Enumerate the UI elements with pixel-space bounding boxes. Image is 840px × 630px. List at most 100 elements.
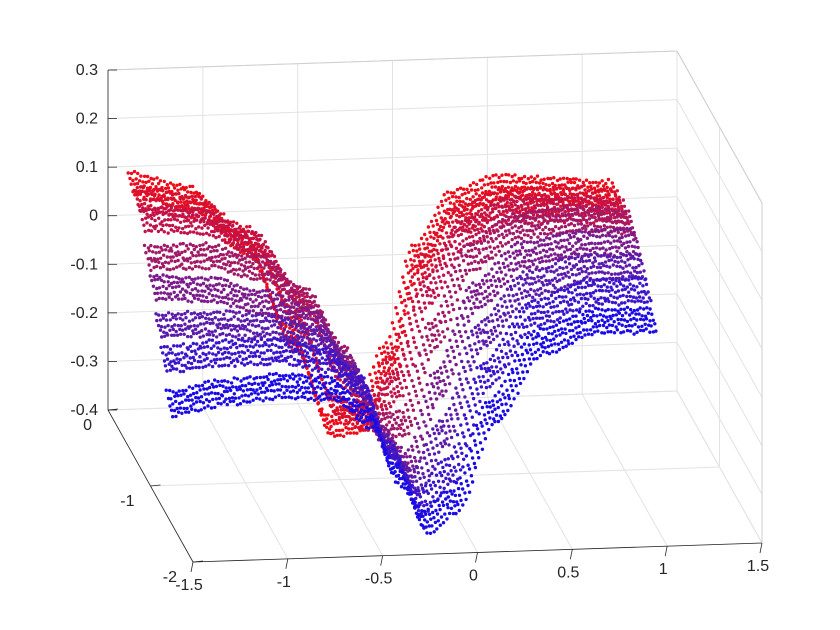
data-point bbox=[360, 427, 364, 431]
data-point bbox=[567, 275, 571, 279]
data-point bbox=[404, 473, 408, 477]
data-point bbox=[501, 324, 505, 328]
data-point bbox=[326, 413, 330, 417]
data-point bbox=[155, 176, 159, 180]
data-point bbox=[557, 233, 562, 237]
data-point bbox=[463, 369, 467, 374]
data-point bbox=[161, 264, 166, 269]
data-point bbox=[520, 245, 525, 250]
data-point bbox=[157, 187, 162, 191]
data-point bbox=[525, 253, 529, 257]
data-point bbox=[275, 350, 279, 354]
data-point bbox=[300, 288, 305, 292]
data-point bbox=[289, 320, 293, 324]
data-point bbox=[607, 193, 611, 197]
data-point bbox=[541, 181, 545, 185]
data-point bbox=[416, 270, 420, 275]
data-point bbox=[233, 341, 238, 346]
data-point bbox=[162, 280, 166, 284]
data-point bbox=[544, 187, 548, 191]
data-point bbox=[412, 340, 416, 344]
data-point bbox=[490, 191, 494, 195]
data-point bbox=[254, 343, 258, 347]
data-point bbox=[323, 413, 328, 417]
data-point bbox=[547, 259, 552, 263]
data-point bbox=[231, 243, 235, 247]
data-point bbox=[219, 223, 223, 227]
data-point bbox=[226, 318, 230, 323]
data-point bbox=[246, 322, 251, 326]
data-point bbox=[320, 318, 324, 323]
data-point bbox=[280, 345, 284, 350]
data-point bbox=[589, 252, 593, 257]
data-point bbox=[178, 182, 182, 187]
data-point bbox=[509, 222, 513, 226]
data-point bbox=[233, 252, 237, 257]
data-point bbox=[596, 188, 601, 192]
data-point bbox=[177, 204, 181, 208]
data-point bbox=[460, 254, 464, 258]
data-point bbox=[406, 370, 410, 374]
data-point bbox=[401, 352, 406, 356]
data-point bbox=[201, 334, 206, 338]
data-point bbox=[435, 239, 440, 243]
data-point bbox=[236, 337, 241, 342]
data-point bbox=[490, 283, 494, 287]
data-point bbox=[439, 441, 443, 445]
data-point bbox=[516, 297, 520, 302]
data-point bbox=[626, 219, 630, 223]
data-point bbox=[205, 356, 209, 361]
data-point bbox=[526, 290, 530, 294]
data-point bbox=[296, 303, 301, 307]
data-point bbox=[512, 187, 516, 192]
data-point bbox=[159, 196, 163, 201]
data-point bbox=[241, 245, 246, 249]
data-point bbox=[344, 355, 349, 359]
data-point bbox=[527, 269, 532, 273]
data-point bbox=[146, 246, 151, 250]
data-point bbox=[306, 308, 311, 312]
data-point bbox=[616, 219, 621, 223]
data-point bbox=[207, 351, 211, 355]
data-point bbox=[515, 292, 519, 297]
data-point bbox=[353, 364, 358, 369]
data-point bbox=[409, 357, 414, 361]
data-point bbox=[182, 201, 186, 205]
data-point bbox=[254, 247, 259, 251]
data-point bbox=[263, 340, 267, 345]
data-point bbox=[458, 287, 463, 291]
data-point bbox=[183, 363, 187, 368]
data-point bbox=[378, 412, 382, 416]
data-point bbox=[291, 363, 295, 367]
data-point bbox=[179, 312, 184, 317]
data-point bbox=[213, 255, 218, 259]
data-point bbox=[451, 349, 455, 353]
data-point bbox=[614, 200, 618, 205]
data-point bbox=[469, 290, 473, 294]
data-point bbox=[580, 185, 584, 189]
data-point bbox=[142, 201, 147, 206]
data-point bbox=[548, 177, 553, 181]
data-point bbox=[515, 253, 520, 257]
data-point bbox=[626, 244, 631, 249]
data-point bbox=[157, 193, 161, 197]
data-point bbox=[594, 246, 599, 250]
data-point bbox=[567, 199, 571, 203]
data-point bbox=[208, 222, 212, 226]
data-point bbox=[506, 240, 511, 244]
data-point bbox=[156, 229, 161, 234]
data-point bbox=[562, 191, 566, 196]
data-point bbox=[522, 185, 527, 189]
data-point bbox=[162, 194, 167, 199]
data-point bbox=[542, 238, 546, 242]
data-point bbox=[168, 318, 172, 322]
data-point bbox=[389, 390, 393, 394]
data-point bbox=[209, 249, 213, 254]
data-point bbox=[199, 211, 203, 215]
data-point bbox=[292, 305, 296, 309]
data-point bbox=[453, 332, 457, 337]
data-point bbox=[331, 431, 335, 435]
data-point bbox=[299, 335, 303, 339]
data-point bbox=[166, 196, 170, 200]
data-point bbox=[191, 253, 195, 258]
